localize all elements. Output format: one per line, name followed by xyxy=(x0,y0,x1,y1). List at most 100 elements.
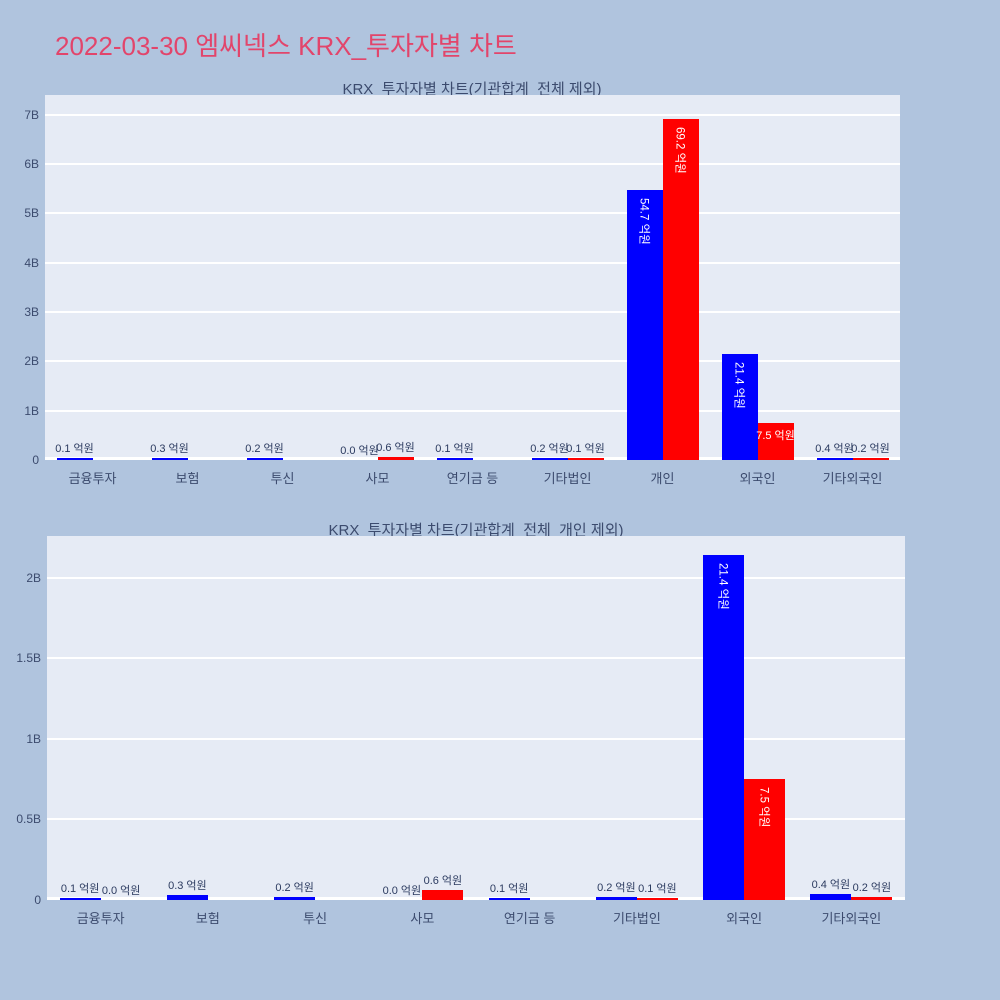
gridline xyxy=(45,261,900,264)
x-axis-line xyxy=(45,457,900,460)
y-tick-label: 0.5B xyxy=(16,812,41,827)
bar-blue_series-연기금 등 xyxy=(488,897,530,900)
value-label: 0.2 억원 xyxy=(597,881,636,894)
gridline xyxy=(47,576,905,579)
x-axis-label: 기타법인 xyxy=(612,911,661,926)
value-label: 0.1 억원 xyxy=(566,442,605,455)
value-label: 21.4 억원 xyxy=(732,362,745,410)
bar-red_series-사모 xyxy=(377,457,414,460)
x-axis-label: 금융투자 xyxy=(68,471,117,486)
bar-blue_series-투신 xyxy=(246,457,283,460)
bar-red_series-기타법인 xyxy=(636,897,678,900)
value-label: 0.4 억원 xyxy=(815,442,854,455)
y-tick-label: 2B xyxy=(24,354,39,369)
y-tick-label: 1.5B xyxy=(16,651,41,666)
value-label: 0.1 억원 xyxy=(489,882,529,895)
bar-blue_series-외국인 xyxy=(703,555,745,900)
gridline xyxy=(47,657,905,660)
x-axis-line xyxy=(47,897,905,900)
value-label: 0.0 억원 xyxy=(340,445,379,457)
bar-red_series-사모 xyxy=(422,890,464,900)
bar-blue_series-금융투자 xyxy=(56,457,93,460)
y-tick-label: 7B xyxy=(24,107,39,122)
bar-red_series-기타외국인 xyxy=(852,457,889,460)
bar-blue_series-개인 xyxy=(626,190,663,460)
x-axis-label: 사모 xyxy=(365,471,390,486)
bar-red_series-기타외국인 xyxy=(851,896,893,900)
value-label: 0.3 억원 xyxy=(150,442,189,455)
x-axis-label: 연기금 등 xyxy=(503,911,556,926)
y-tick-label: 3B xyxy=(24,305,39,320)
x-axis-label: 투신 xyxy=(303,911,328,926)
gridline xyxy=(45,311,900,314)
x-axis-label: 기타외국인 xyxy=(822,471,883,486)
bar-blue_series-투신 xyxy=(274,896,316,900)
x-axis-label: 투신 xyxy=(270,471,295,486)
bar-blue_series-연기금 등 xyxy=(436,457,473,460)
value-label: 0.0 억원 xyxy=(382,885,422,897)
bar-blue_series-기타법인 xyxy=(531,457,568,460)
value-label: 0.2 억원 xyxy=(530,442,569,455)
value-label: 0.2 억원 xyxy=(245,442,284,455)
x-axis-label: 외국인 xyxy=(726,911,763,926)
bar-blue_series-보험 xyxy=(166,895,208,900)
x-axis-label: 연기금 등 xyxy=(446,471,499,486)
x-axis-label: 외국인 xyxy=(739,471,776,486)
x-axis-label: 기타외국인 xyxy=(821,911,882,926)
gridline xyxy=(45,212,900,215)
bar-red_series-외국인 xyxy=(757,423,794,460)
bar-red_series-개인 xyxy=(662,118,699,460)
bar-red_series-외국인 xyxy=(744,779,786,900)
bar-blue_series-보험 xyxy=(151,457,188,460)
value-label: 0.3 억원 xyxy=(168,880,207,893)
gridline xyxy=(47,818,905,821)
x-axis-label: 기타법인 xyxy=(543,471,592,486)
x-axis-label: 금융투자 xyxy=(76,911,125,926)
value-label: 0.6 억원 xyxy=(376,442,415,455)
value-label: 69.2 억원 xyxy=(673,126,686,174)
value-label: 7.5 억원 xyxy=(756,430,795,442)
gridline xyxy=(45,360,900,363)
value-label: 0.2 억원 xyxy=(275,881,314,894)
y-tick-label: 4B xyxy=(24,255,39,270)
plot-area: 0 0.5B 1B 1.5B 2B 금융투자 0.1 억원 0.0 억원 보험 0.3 억원 투신 0… xyxy=(16,536,905,926)
y-tick-label: 5B xyxy=(24,206,39,221)
y-tick-label: 0 xyxy=(32,453,39,467)
x-axis-label: 보험 xyxy=(175,471,200,486)
value-label: 21.4 억원 xyxy=(716,563,729,611)
value-label: 0.2 억원 xyxy=(851,442,890,455)
gridline xyxy=(45,163,900,166)
y-tick-label: 6B xyxy=(24,157,39,172)
value-label: 7.5 억원 xyxy=(757,787,770,828)
y-tick-label: 0 xyxy=(34,893,41,907)
bar-blue_series-금융투자 xyxy=(59,897,101,900)
x-axis-label: 사모 xyxy=(410,911,435,926)
value-label: 0.1 억원 xyxy=(435,442,474,455)
x-axis-label: 보험 xyxy=(195,911,220,926)
gridline xyxy=(45,409,900,412)
value-label: 0.1 억원 xyxy=(55,442,94,455)
y-tick-label: 1B xyxy=(24,403,39,418)
chart-title: KRX_투자자별 차트(기관합계_전체 제외) xyxy=(342,81,602,98)
page-title: 2022-03-30 엠씨넥스 KRX_투자자별 차트 xyxy=(55,31,517,61)
value-label: 0.2 억원 xyxy=(852,881,892,894)
chart-title: KRX_투자자별 차트(기관합계_전체_개인 제외) xyxy=(328,522,624,539)
value-label: 0.0 억원 xyxy=(101,885,141,897)
value-label: 0.6 억원 xyxy=(423,875,463,888)
value-label: 0.4 억원 xyxy=(811,878,851,891)
bar-blue_series-기타법인 xyxy=(595,896,637,900)
y-tick-label: 2B xyxy=(26,570,41,585)
value-label: 54.7 억원 xyxy=(637,198,650,245)
bar-blue_series-기타외국인 xyxy=(816,457,853,460)
gridline xyxy=(47,737,905,740)
value-label: 0.1 억원 xyxy=(60,882,100,895)
gridline xyxy=(45,113,900,116)
y-tick-label: 1B xyxy=(26,731,41,746)
x-axis-label: 개인 xyxy=(650,471,675,486)
bar-blue_series-외국인 xyxy=(721,354,758,460)
bar-blue_series-기타외국인 xyxy=(810,893,852,900)
bar-red_series-기타법인 xyxy=(567,457,604,460)
value-label: 0.1 억원 xyxy=(638,882,677,895)
